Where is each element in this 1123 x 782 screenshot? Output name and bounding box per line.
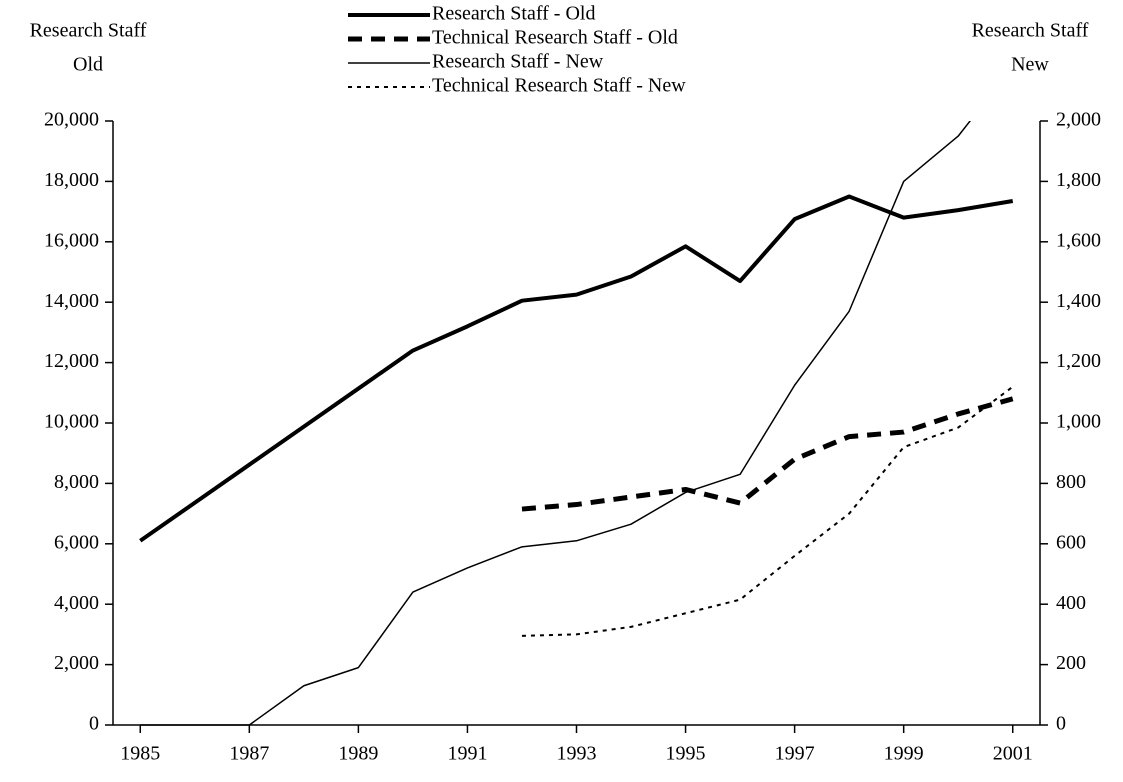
y-tick-label: 6,000 bbox=[54, 531, 99, 553]
y-tick-label: 2,000 bbox=[54, 652, 99, 674]
series-line bbox=[139, 194, 1014, 543]
y2-tick-label: 0 bbox=[1056, 713, 1066, 735]
y-tick-label: 10,000 bbox=[44, 411, 99, 433]
x-tick-label: 1995 bbox=[666, 743, 706, 765]
y2-tick-label: 1,000 bbox=[1056, 411, 1101, 433]
series-line bbox=[521, 396, 1014, 512]
series-line bbox=[140, 121, 972, 726]
series-line bbox=[521, 385, 1014, 637]
x-tick-label: 2001 bbox=[993, 743, 1033, 765]
legend-label: Research Staff - Old bbox=[432, 3, 595, 25]
y2-tick-label: 1,600 bbox=[1056, 229, 1101, 251]
y-tick-label: 12,000 bbox=[44, 350, 99, 372]
axes: 0 2,000 4,000 6,000 8,000 10,000 12,000 14,000 1… bbox=[30, 3, 1101, 765]
legend-label: Technical Research Staff - Old bbox=[432, 27, 678, 49]
y2-tick-label: 600 bbox=[1056, 531, 1086, 553]
y2-tick-label: 1,800 bbox=[1056, 169, 1101, 191]
y2-axis-title: New bbox=[1011, 54, 1049, 76]
y-tick-label: 8,000 bbox=[54, 471, 99, 493]
plot-area bbox=[139, 121, 1014, 726]
y2-tick-label: 400 bbox=[1056, 592, 1086, 614]
y2-tick-label: 1,200 bbox=[1056, 350, 1101, 372]
y2-tick-label: 200 bbox=[1056, 652, 1086, 674]
y2-axis-title: Research Staff bbox=[972, 20, 1089, 42]
x-tick-label: 1999 bbox=[884, 743, 924, 765]
y-axis-title: Research Staff bbox=[30, 20, 147, 42]
y-tick-label: 18,000 bbox=[44, 169, 99, 191]
y-tick-label: 4,000 bbox=[54, 592, 99, 614]
y-axis-title: Old bbox=[73, 54, 103, 76]
y2-tick-label: 800 bbox=[1056, 471, 1086, 493]
y2-tick-label: 2,000 bbox=[1056, 109, 1101, 131]
y-tick-label: 14,000 bbox=[44, 290, 99, 312]
x-tick-label: 1987 bbox=[229, 743, 269, 765]
y-tick-label: 0 bbox=[89, 713, 99, 735]
x-tick-label: 1989 bbox=[338, 743, 378, 765]
y2-tick-label: 1,400 bbox=[1056, 290, 1101, 312]
legend-label: Research Staff - New bbox=[432, 51, 604, 73]
legend-label: Technical Research Staff - New bbox=[432, 75, 686, 97]
y-tick-label: 20,000 bbox=[44, 109, 99, 131]
x-tick-label: 1985 bbox=[120, 743, 160, 765]
y-tick-label: 16,000 bbox=[44, 229, 99, 251]
x-tick-label: 1991 bbox=[447, 743, 487, 765]
x-tick-label: 1993 bbox=[557, 743, 597, 765]
x-tick-label: 1997 bbox=[775, 743, 815, 765]
